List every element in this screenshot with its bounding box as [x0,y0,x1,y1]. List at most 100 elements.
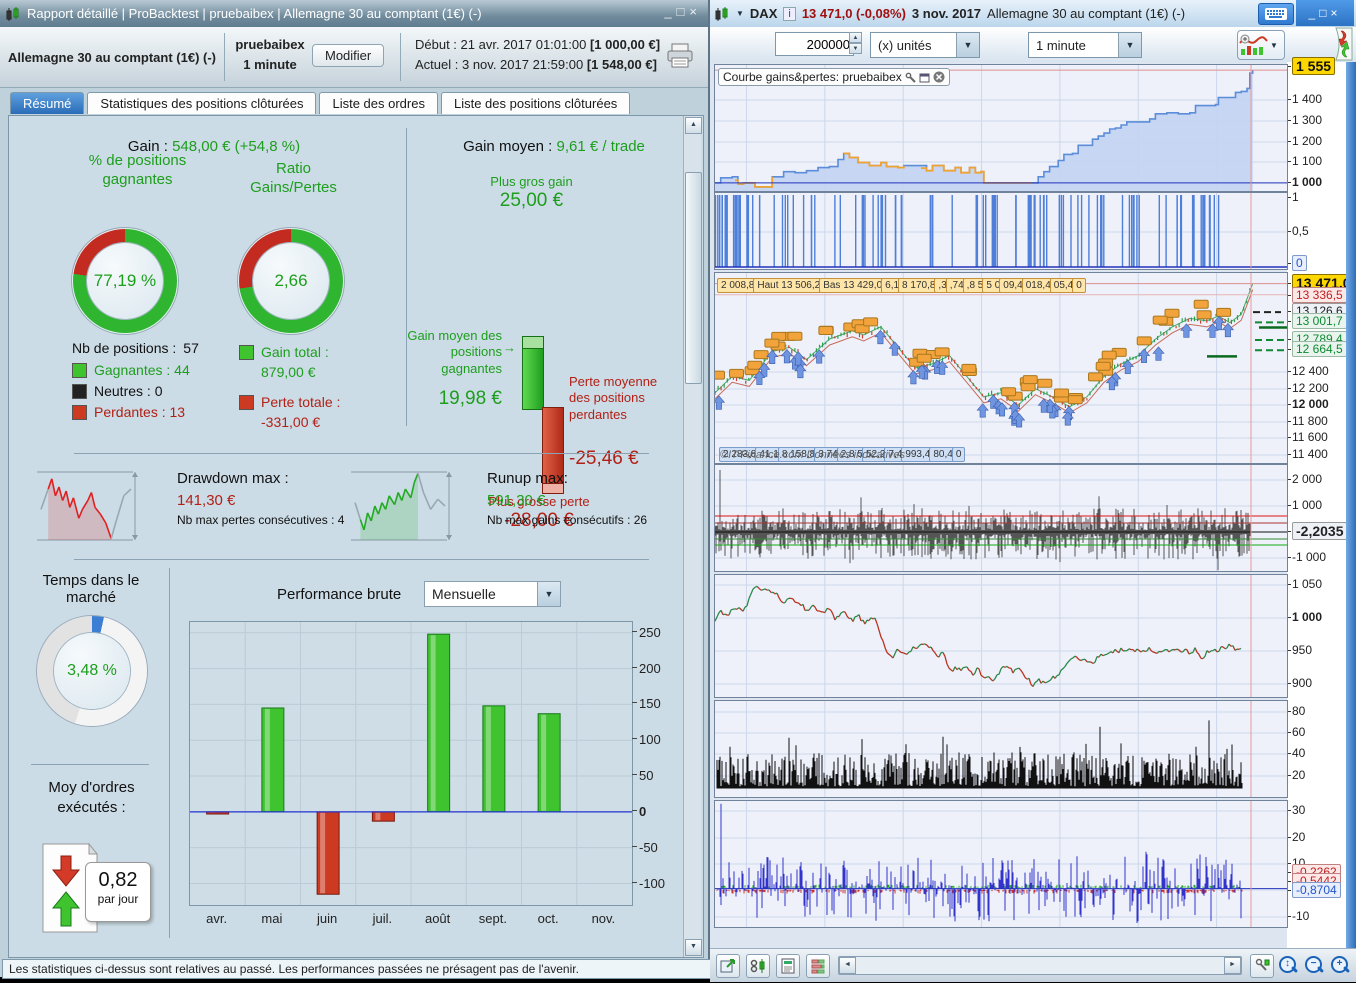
scroll-up-icon[interactable]: ▲ [685,117,702,134]
tab-orders-list[interactable]: Liste des ordres [319,92,438,114]
divider [169,568,170,938]
app-candlestick-icon [6,6,19,21]
tab-stats-closed[interactable]: Statistiques des positions clôturées [87,92,317,114]
quantity-stepper[interactable]: ▲ ▼ [849,32,862,54]
timeframe-value: 1 minute [1036,37,1086,53]
report-scrollbar[interactable]: ▲ ▼ [683,116,702,957]
oscillator3-panel[interactable] [714,800,1288,928]
price-axis-label: 11 400 [1292,447,1328,461]
report-window-controls[interactable]: _□× [664,4,702,19]
side-panel-strip[interactable] [1346,62,1356,948]
neutrals-label: Neutres : [94,383,151,399]
avg-win-bar [522,348,544,410]
keyboard-button[interactable] [1258,3,1294,25]
minimize-icon: _ [664,4,677,19]
performance-period-select[interactable]: Mensuelle ▼ [424,581,561,607]
equity-axis-label: 1 300 [1292,113,1323,127]
avg-loss-value: -25,46 € [569,448,639,469]
positions-axis-label: 1 [1292,190,1299,204]
system-timeframe: 1 minute [243,56,297,72]
perf-ytick: 100 [639,732,661,748]
symbol-caret-icon[interactable]: ▼ [736,9,744,18]
perf-ytick: 250 [639,624,661,640]
losers-swatch [72,404,87,420]
price-level-tag: 13 001,7 [1292,313,1347,329]
strategy-price-panel[interactable] [714,574,1288,698]
link-instrument-button[interactable] [746,953,770,978]
close-icon: × [1330,6,1342,20]
debut-label: Début : [415,37,457,52]
perte-total-swatch [239,394,254,410]
zoom-in-button[interactable]: + [1330,955,1352,977]
positions-panel[interactable] [714,192,1288,270]
order-panel-tab-icon[interactable] [1334,27,1356,61]
indicators-icon [1239,34,1268,55]
price-label-chip: 09,4 [999,278,1027,293]
chart-instrument: Allemagne 30 au comptant (1€) (-) [987,6,1186,21]
scroll-left-icon[interactable]: ◄ [839,957,856,974]
winrate-donut: 77,19 % [72,228,178,334]
scrollbar-thumb[interactable] [685,172,702,384]
detach-window-icon[interactable] [919,72,930,83]
system-name: pruebaibex [235,37,305,52]
resume-content: Gain : 548,00 € (+54,8 %) % de positions… [8,115,704,958]
perf-ytick: 150 [639,696,661,712]
report-window-title: Rapport détaillé | ProBacktest | pruebai… [27,6,482,21]
chevron-down-icon: ▼ [1270,40,1278,50]
modify-button[interactable]: Modifier [312,44,385,67]
equity-panel-label: Courbe gains&pertes: pruebaibex [723,70,902,84]
report-tabs: Résumé Statistiques des positions clôtur… [10,92,631,114]
biggest-loss-label: Plus grosse perte [488,494,590,509]
oscillator1-panel[interactable] [714,464,1288,572]
minimize-icon: _ [1308,6,1320,20]
osc2-axis-label: 20 [1292,768,1306,782]
oscillator2-panel[interactable] [714,700,1288,798]
zoom-fit-button[interactable]: ↕ [1278,955,1300,977]
quantity-input[interactable] [775,32,854,56]
perf-month-label: nov. [591,911,616,926]
drawdown-sub: Nb max pertes consécutives : 4 [177,512,345,527]
zoom-out-button[interactable]: − [1304,955,1326,977]
indicator-label-chip: 0 [951,447,966,462]
price-label-chip: ,8 5 [962,278,988,293]
print-icon[interactable] [666,43,694,69]
indicators-button[interactable]: ▼ [1237,30,1285,60]
gain-label: Gain : [127,138,168,155]
units-select[interactable]: (x) unités ▼ [870,32,980,58]
perf-month-label: mai [261,911,283,926]
price-axis-column[interactable]: 1 555 1 400 1 300 1 200 1 100 1 000 1 0,5 0 13 47… [1287,57,1356,948]
tab-closed-list[interactable]: Liste des positions clôturées [440,92,631,114]
equity-panel[interactable]: Courbe gains&pertes: pruebaibex [714,64,1288,192]
scroll-down-icon[interactable]: ▼ [685,939,702,956]
winners-label: Gagnantes : [94,362,171,378]
axis-settings-button[interactable] [1250,953,1274,978]
chart-hscrollbar[interactable]: ◄ ► [838,956,1242,975]
osc2-axis-label: 40 [1292,746,1306,760]
price-level-tag: 12 664,5 [1292,341,1347,357]
divider [406,128,407,426]
news-button[interactable] [776,953,800,978]
perf-ytick: 0 [639,803,647,819]
info-icon[interactable]: i [783,6,796,21]
close-panel-icon[interactable] [933,71,945,83]
instrument-label: Allemagne 30 au comptant (1€) (-) [7,49,217,65]
chevron-down-icon: ▼ [1118,33,1141,57]
timeframe-select[interactable]: 1 minute ▼ [1028,32,1142,58]
osc3-value-tag: -0,8704 [1292,882,1341,898]
price-panel[interactable]: 2 008,8 Haut 13 506,2 Bas 13 429,0 6,1 8 170… [714,272,1288,464]
chart-title-bar[interactable]: ▼ DAX i 13 471,0 (-0,08%) 3 nov. 2017 Al… [710,0,1356,28]
compare-button[interactable] [806,953,830,978]
wrench-icon[interactable] [905,72,916,83]
report-title-bar[interactable]: Rapport détaillé | ProBacktest | pruebai… [0,0,708,27]
scroll-right-icon[interactable]: ► [1224,957,1241,974]
perf-ytick: 200 [639,660,661,676]
indicator-label-chip: 41,1 [755,447,783,462]
chart-area: 1 555 1 400 1 300 1 200 1 100 1 000 1 0,5 0 13 47… [710,57,1356,948]
units-value: (x) unités [878,37,932,53]
separator [224,33,225,81]
tab-resume[interactable]: Résumé [10,92,85,114]
export-button[interactable] [716,953,740,978]
watermark: ©IT-Finance.com Données indicatives [720,449,906,461]
price-label-chip: 018,4 [1021,278,1055,293]
chart-window-controls[interactable]: _ □ × [1296,0,1354,26]
